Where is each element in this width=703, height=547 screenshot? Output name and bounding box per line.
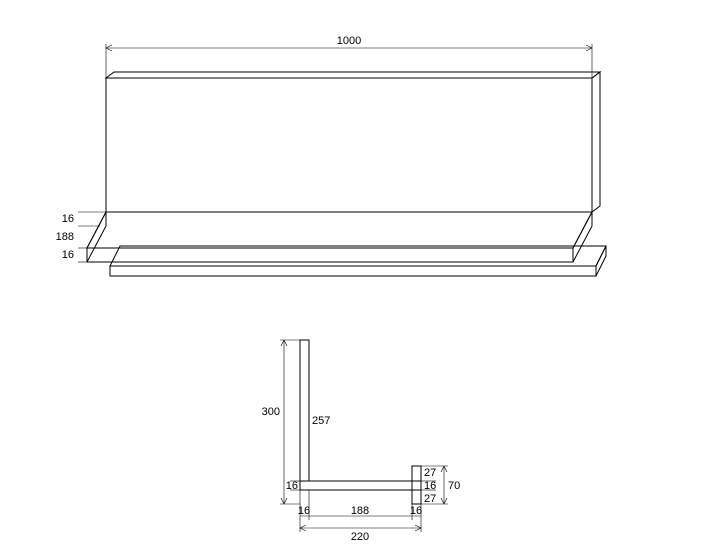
- dim-left-16a-text: 16: [62, 213, 74, 225]
- shelf-slab: [87, 212, 592, 262]
- dim-top-width-text: 1000: [337, 35, 361, 47]
- dim-sec-bottom: 16 188 16 220: [298, 490, 422, 543]
- dim-sec-right-stack: 27 16 27 70: [421, 466, 460, 505]
- dim-left-188-text: 188: [56, 231, 74, 243]
- dim-70-text: 70: [448, 480, 460, 492]
- iso-view: 1000 16 1: [56, 35, 606, 276]
- back-panel-right-edge: [592, 72, 600, 212]
- dim-300-text: 300: [262, 406, 280, 418]
- section-view: 300 257 16 27 16 27 70: [262, 340, 461, 543]
- dim-27a-text: 27: [424, 467, 436, 479]
- section-shelf: [300, 481, 421, 490]
- dim-r16-text: 16: [424, 480, 436, 492]
- section-front-lip: [412, 466, 421, 504]
- back-panel-front: [106, 78, 592, 212]
- dim-257-text: 257: [312, 415, 330, 427]
- dim-b220-text: 220: [351, 531, 369, 543]
- dim-b16b-text: 16: [410, 505, 422, 517]
- dim-b188-text: 188: [351, 505, 369, 517]
- dim-left-16b-text: 16: [62, 249, 74, 261]
- technical-drawing: 1000 16 1: [0, 0, 703, 547]
- dim-sec-shelf-t: 16: [286, 480, 300, 492]
- dim-shelf-16-text: 16: [286, 480, 298, 492]
- dim-b16a-text: 16: [298, 505, 310, 517]
- section-back-upright: [300, 340, 309, 481]
- front-lip: [110, 246, 606, 276]
- dim-left-stack: 16 188 16: [56, 212, 106, 262]
- back-panel-top-edge: [106, 72, 600, 78]
- dim-27b-text: 27: [424, 493, 436, 505]
